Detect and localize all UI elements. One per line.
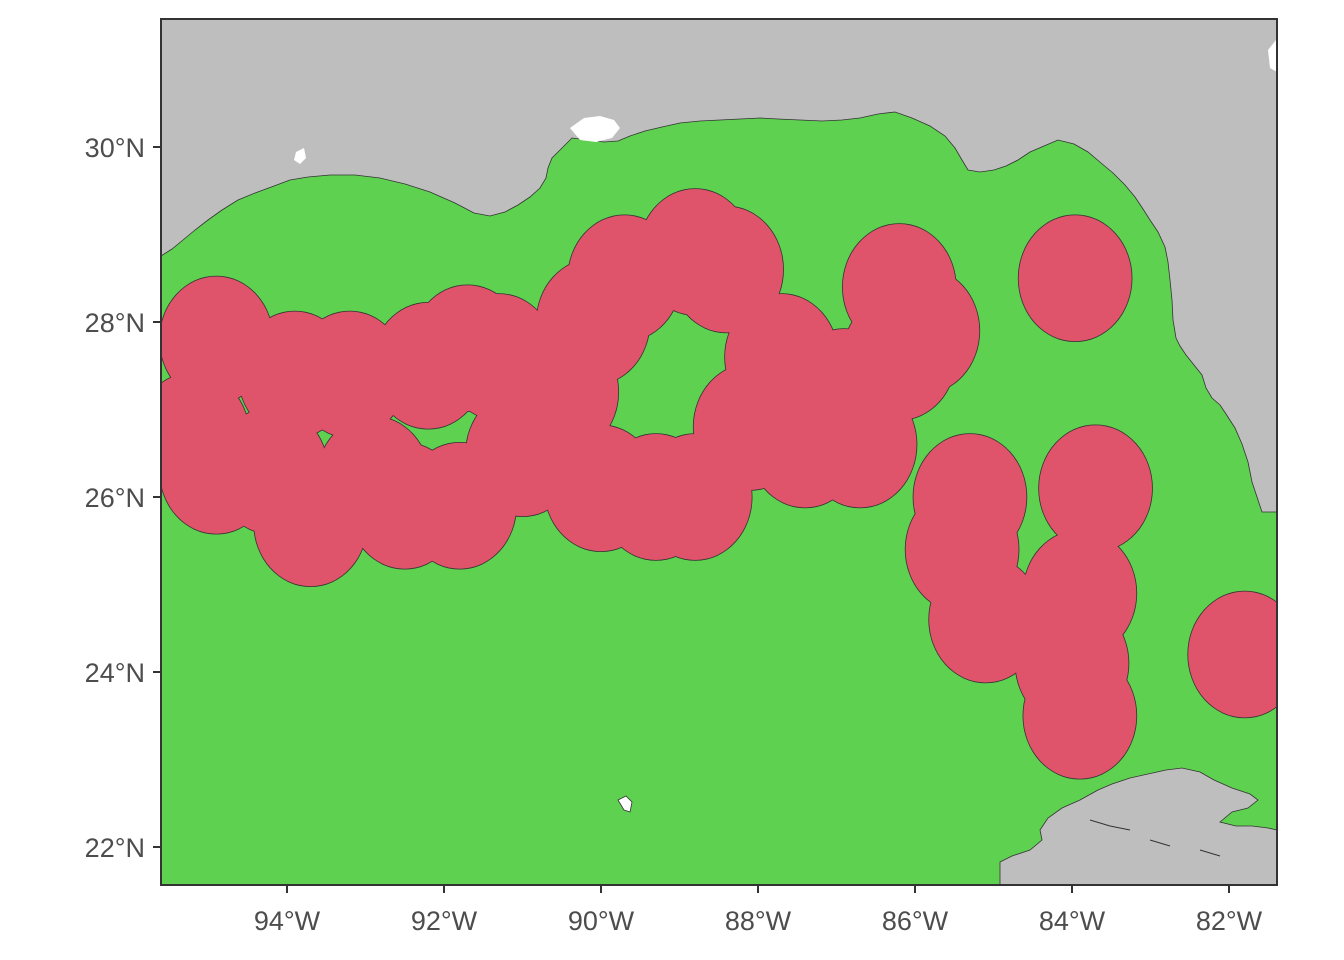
x-tick-label: 92°W: [411, 906, 478, 936]
y-tick-label: 28°N: [85, 308, 145, 338]
map-panel[interactable]: [135, 19, 1302, 885]
cuba-land: [999, 767, 1277, 885]
zones-layer: [161, 188, 1301, 780]
panel-border: [160, 18, 1278, 886]
x-axis: 94°W 92°W 90°W 88°W 86°W 84°W 82°W: [254, 885, 1263, 936]
x-tick-label: 90°W: [568, 906, 635, 936]
cuba-coast-islands: [1089, 819, 1221, 857]
island-scorpion-reef: [617, 795, 633, 813]
y-tick-label: 22°N: [85, 833, 145, 863]
zone-circle[interactable]: [1023, 652, 1137, 779]
zone-circle[interactable]: [670, 206, 784, 333]
zone-circle[interactable]: [1188, 591, 1301, 718]
y-tick-label: 26°N: [85, 483, 145, 513]
y-tick-label: 24°N: [85, 658, 145, 688]
x-tick-label: 86°W: [882, 906, 949, 936]
zone-circle[interactable]: [929, 556, 1043, 683]
x-tick-label: 82°W: [1196, 906, 1263, 936]
zone-circle[interactable]: [1018, 215, 1132, 342]
x-tick-label: 84°W: [1039, 906, 1106, 936]
x-tick-label: 88°W: [725, 906, 792, 936]
lake-pontchartrain: [570, 116, 620, 142]
zone-circle[interactable]: [866, 267, 980, 394]
zone-circle[interactable]: [1039, 425, 1153, 552]
lake-small-1: [294, 148, 306, 164]
lake-small-2: [1268, 40, 1277, 72]
us-land: [161, 19, 1277, 513]
y-axis: 30°N 28°N 26°N 24°N 22°N: [85, 133, 161, 863]
x-tick-label: 94°W: [254, 906, 321, 936]
y-tick-label: 30°N: [85, 133, 145, 163]
